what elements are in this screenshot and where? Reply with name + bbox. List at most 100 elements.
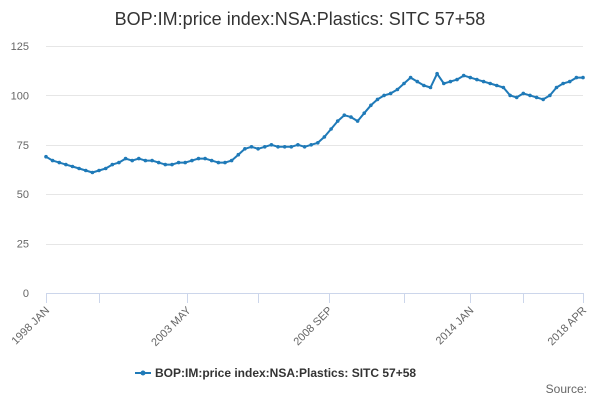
- data-point[interactable]: [548, 93, 552, 98]
- data-point[interactable]: [342, 113, 347, 117]
- data-point[interactable]: [402, 81, 406, 86]
- data-point[interactable]: [561, 81, 565, 86]
- data-point[interactable]: [70, 164, 75, 169]
- data-point[interactable]: [428, 85, 433, 90]
- data-point[interactable]: [103, 166, 108, 171]
- data-point[interactable]: [57, 160, 62, 165]
- data-point[interactable]: [534, 95, 539, 100]
- data-point[interactable]: [44, 154, 48, 159]
- y-tick-label: 50: [17, 189, 29, 201]
- data-point[interactable]: [514, 95, 519, 100]
- data-point[interactable]: [581, 75, 585, 80]
- data-point[interactable]: [150, 158, 154, 163]
- data-point[interactable]: [170, 162, 174, 167]
- data-point[interactable]: [501, 85, 506, 90]
- data-point[interactable]: [349, 115, 353, 119]
- data-point[interactable]: [422, 83, 426, 88]
- data-point[interactable]: [77, 166, 81, 171]
- data-point[interactable]: [448, 79, 453, 84]
- data-point[interactable]: [395, 87, 400, 92]
- data-point[interactable]: [388, 91, 393, 96]
- data-point[interactable]: [289, 145, 294, 149]
- data-point[interactable]: [521, 91, 526, 96]
- series-layer: [44, 71, 585, 175]
- source-label[interactable]: Source:: [546, 382, 587, 396]
- y-tick-label: 0: [23, 288, 29, 300]
- data-point[interactable]: [442, 81, 446, 86]
- data-point[interactable]: [110, 162, 115, 167]
- data-point[interactable]: [329, 127, 333, 131]
- data-point[interactable]: [163, 162, 168, 167]
- data-point[interactable]: [130, 158, 134, 163]
- data-point[interactable]: [123, 156, 128, 161]
- y-tick-label: 75: [17, 140, 29, 152]
- data-point[interactable]: [554, 85, 559, 90]
- data-point[interactable]: [461, 73, 466, 78]
- data-point[interactable]: [223, 160, 227, 165]
- data-point[interactable]: [97, 168, 101, 173]
- data-point[interactable]: [574, 75, 579, 80]
- data-point[interactable]: [567, 79, 572, 84]
- data-point[interactable]: [209, 158, 214, 163]
- data-point[interactable]: [382, 93, 386, 98]
- data-point[interactable]: [143, 158, 148, 163]
- data-point[interactable]: [249, 145, 254, 149]
- data-point[interactable]: [481, 79, 486, 84]
- data-point[interactable]: [236, 152, 241, 157]
- data-point[interactable]: [183, 160, 187, 165]
- data-point[interactable]: [117, 160, 121, 165]
- data-point[interactable]: [375, 97, 380, 102]
- data-point[interactable]: [495, 83, 499, 88]
- data-point[interactable]: [475, 77, 479, 82]
- data-point[interactable]: [435, 71, 439, 76]
- x-tick-label: 1998 JAN: [9, 305, 52, 348]
- series-line[interactable]: [45, 72, 584, 174]
- legend-marker: [140, 370, 146, 376]
- data-point[interactable]: [302, 145, 307, 149]
- data-point[interactable]: [322, 135, 327, 139]
- data-point[interactable]: [296, 143, 300, 147]
- data-point[interactable]: [156, 160, 161, 165]
- data-point[interactable]: [528, 93, 532, 98]
- data-point[interactable]: [84, 168, 88, 173]
- data-point[interactable]: [269, 143, 274, 147]
- data-point[interactable]: [190, 158, 194, 163]
- grid: [46, 46, 583, 245]
- data-point[interactable]: [508, 93, 512, 98]
- x-tick-label: 2003 MAY: [149, 304, 194, 349]
- data-point[interactable]: [488, 81, 493, 86]
- data-point[interactable]: [541, 97, 545, 102]
- x-tick-label: 2014 JAN: [434, 305, 477, 348]
- data-point[interactable]: [408, 75, 413, 80]
- data-point[interactable]: [256, 147, 260, 151]
- data-point[interactable]: [196, 156, 201, 161]
- data-point[interactable]: [282, 145, 287, 149]
- data-point[interactable]: [90, 170, 95, 175]
- data-point[interactable]: [369, 103, 373, 108]
- data-point[interactable]: [229, 158, 234, 163]
- data-point[interactable]: [468, 75, 473, 80]
- data-point[interactable]: [50, 158, 55, 163]
- data-point[interactable]: [243, 147, 247, 151]
- data-point[interactable]: [137, 156, 141, 161]
- data-point[interactable]: [263, 145, 267, 149]
- data-point[interactable]: [362, 111, 367, 115]
- data-point[interactable]: [216, 160, 221, 165]
- data-point[interactable]: [309, 143, 314, 147]
- series-0[interactable]: [44, 71, 585, 175]
- y-axis-ticks: 0 25 50 75 100 125: [11, 41, 29, 300]
- data-point[interactable]: [335, 119, 340, 123]
- x-tick-label: 2018 APR: [546, 305, 590, 349]
- data-point[interactable]: [176, 160, 181, 165]
- y-tick-label: 125: [11, 41, 29, 53]
- legend[interactable]: BOP:IM:price index:NSA:Plastics: SITC 57…: [135, 366, 416, 380]
- data-point[interactable]: [203, 156, 207, 161]
- data-point[interactable]: [64, 162, 68, 167]
- data-point[interactable]: [276, 145, 280, 149]
- data-point[interactable]: [316, 141, 320, 145]
- data-point[interactable]: [415, 79, 420, 84]
- data-point[interactable]: [455, 77, 459, 82]
- x-axis: 1998 JAN 2003 MAY 2008 SEP 2014 JAN 2018 APR: [9, 293, 589, 349]
- data-point[interactable]: [355, 119, 360, 123]
